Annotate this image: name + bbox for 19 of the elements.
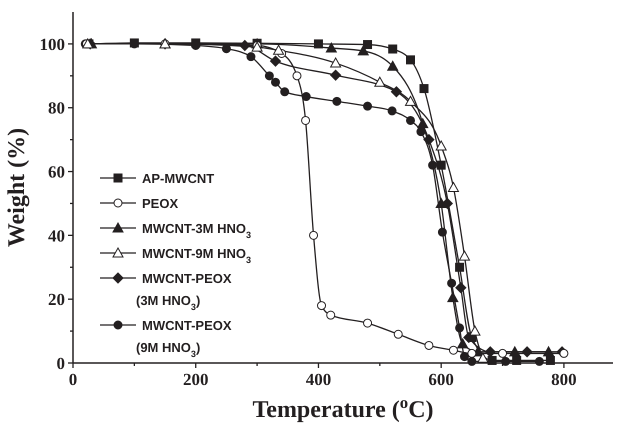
x-tick-label: 400 [306, 370, 332, 389]
x-tick-label: 600 [428, 370, 454, 389]
y-tick-label: 0 [56, 354, 65, 373]
x-tick-label: 800 [551, 370, 577, 389]
y-tick-label: 80 [48, 98, 65, 118]
legend-label: AP-MWCNT [142, 171, 214, 186]
x-axis-title: Temperature ($^{o}$C) [252, 392, 434, 423]
legend-label: MWCNT-PEOX (3M HNO$_{3}$) [136, 271, 232, 312]
y-tick-label: 20 [48, 290, 65, 310]
legend-label: PEOX [142, 196, 178, 211]
y-tick-label: 40 [48, 226, 65, 246]
legend-label: MWCNT-3M HNO$_{3}$ [142, 221, 252, 240]
x-tick-label: 0 [68, 370, 78, 389]
x-tick-label: 200 [182, 370, 208, 389]
legend-label: MWCNT-PEOX (9M HNO$_{3}$) [136, 318, 232, 359]
y-tick-label: 100 [40, 34, 65, 54]
legend-label: MWCNT-9M HNO$_{3}$ [142, 246, 252, 265]
y-tick-label: 60 [48, 162, 65, 182]
y-axis-title: Weight (%) [4, 128, 30, 248]
